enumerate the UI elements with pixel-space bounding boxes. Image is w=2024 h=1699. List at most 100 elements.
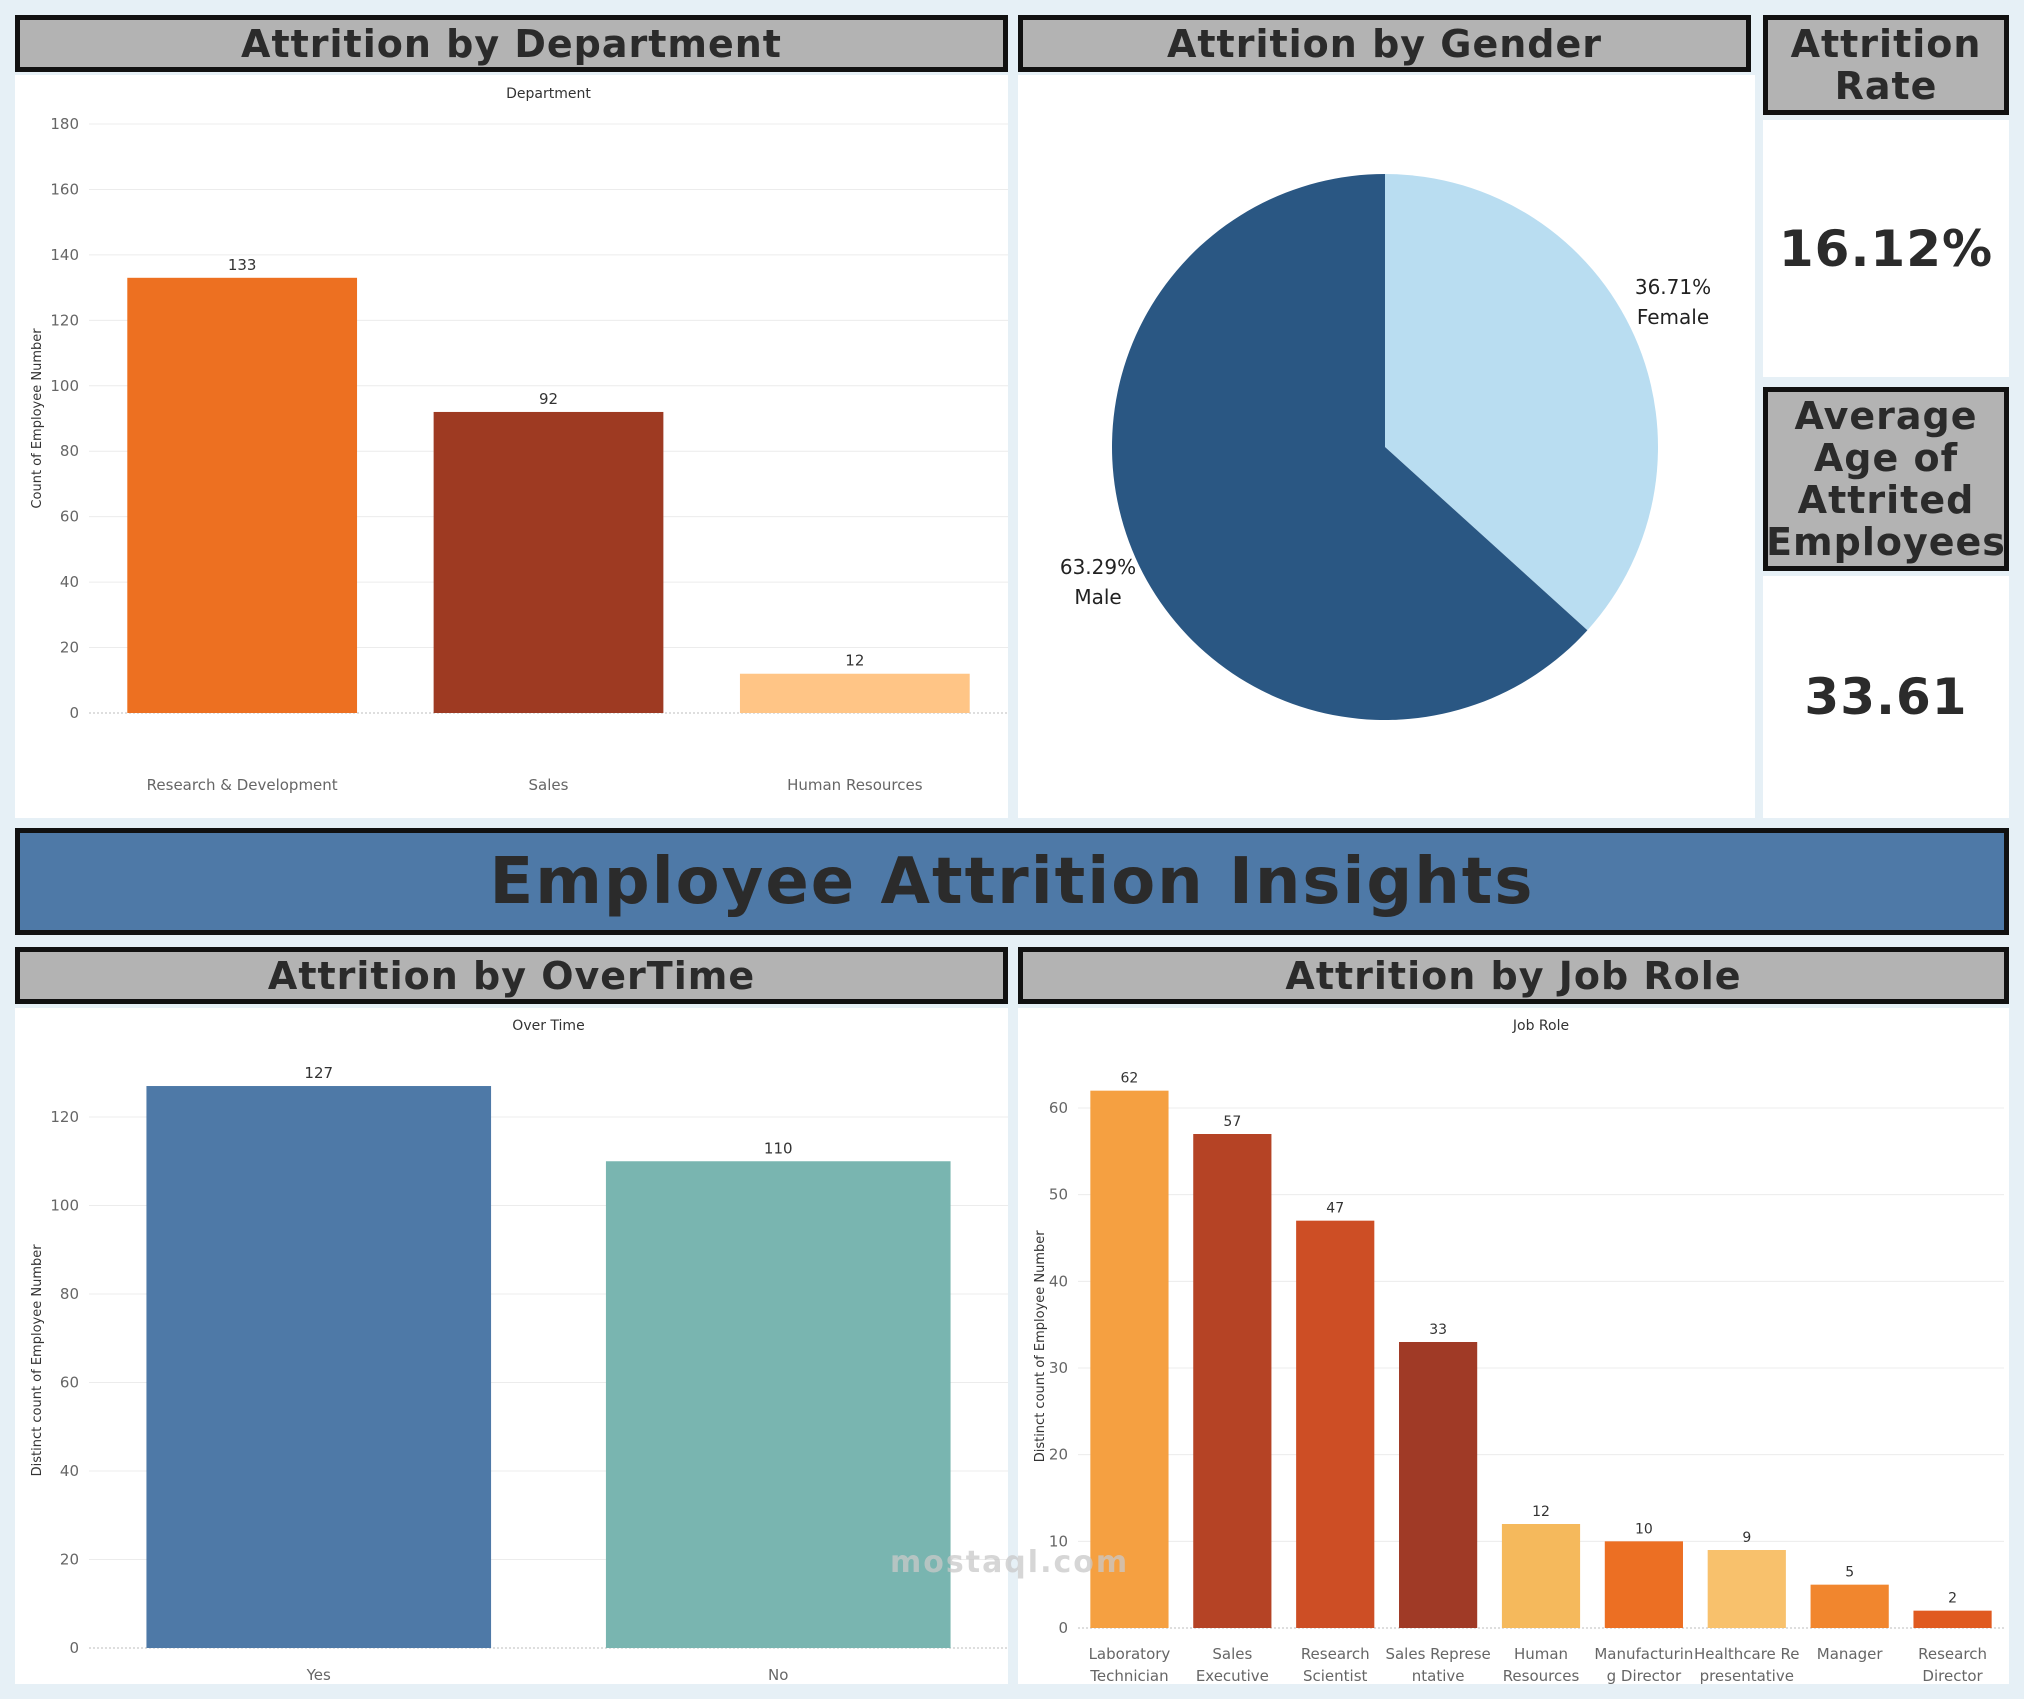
gender-pie-percent-label: 63.29% (1060, 555, 1136, 579)
average-age-panel: 33.61 (1763, 576, 2009, 818)
overtime-data-label: 110 (764, 1139, 793, 1157)
department-category-label: Human Resources (787, 776, 923, 794)
department-data-label: 133 (228, 256, 257, 274)
average-age-header: Average Age of Attrited Employees (1763, 387, 2009, 571)
job-role-header: Attrition by Job Role (1018, 947, 2009, 1004)
department-y-tick-label: 120 (50, 311, 79, 329)
attrition-rate-panel: 16.12% (1763, 120, 2009, 377)
department-header: Attrition by Department (15, 15, 1008, 72)
job_role-data-label: 47 (1326, 1201, 1344, 1217)
department-y-tick-label: 20 (60, 639, 79, 657)
gender-pie-slice-female (1385, 174, 1658, 631)
job_role-data-label: 12 (1532, 1504, 1550, 1520)
department-y-tick-label: 40 (60, 573, 79, 591)
attrition-rate-value: 16.12% (1778, 219, 1994, 278)
department-y-tick-label: 80 (60, 442, 79, 460)
job_role-y-tick-label: 0 (1058, 1619, 1068, 1637)
job_role-data-label: 33 (1429, 1322, 1447, 1338)
gender-chart-panel: 36.71% Female 63.29% Male (1018, 75, 1755, 818)
job_role-category-label: ntative (1412, 1667, 1465, 1684)
job_role-category-label: Healthcare Re (1694, 1645, 1800, 1663)
job_role-y-axis-label: Distinct count of Employee Number (1033, 1230, 1048, 1463)
job_role-bar (1501, 1524, 1581, 1628)
department-y-tick-label: 100 (50, 377, 79, 395)
department-y-axis-label: Count of Employee Number (30, 328, 45, 509)
job-role-chart-panel: Job Role 0 10 20 30 40 50 60 Distinct count of E… (1018, 1008, 2009, 1685)
gender-pie-chart: 36.71% Female 63.29% Male (1060, 174, 1711, 720)
gender-pie-category-label: Female (1637, 305, 1709, 329)
job_role-category-label: Manager (1817, 1645, 1884, 1663)
job_role-bar (1193, 1134, 1272, 1628)
job_role-y-tick-label: 40 (1049, 1272, 1068, 1290)
overtime-y-tick-label: 120 (50, 1108, 79, 1126)
overtime-y-tick-label: 40 (60, 1462, 79, 1480)
overtime-category-label: No (768, 1666, 788, 1684)
gender-pie-slice-male (1112, 174, 1588, 720)
job_role-category-label: Resources (1503, 1667, 1580, 1684)
job_role-y-tick-label: 10 (1049, 1532, 1068, 1550)
job-role-bar-chart: Job Role 0 10 20 30 40 50 60 Distinct count of E… (1033, 1018, 2004, 1685)
job_role-category-label: Technician (1089, 1667, 1168, 1684)
job_role-chart-title: Job Role (1512, 1018, 1569, 1034)
department-data-label: 12 (845, 652, 864, 670)
job_role-category-label: Human (1514, 1645, 1568, 1663)
department-y-tick-label: 160 (50, 180, 79, 198)
department-y-tick-label: 60 (60, 508, 79, 526)
job_role-data-label: 62 (1121, 1071, 1139, 1087)
overtime-chart-title: Over Time (512, 1018, 584, 1034)
overtime-y-tick-label: 80 (60, 1285, 79, 1303)
department-y-tick-label: 180 (50, 115, 79, 133)
job_role-category-label: Scientist (1303, 1667, 1368, 1684)
overtime-bar (605, 1161, 951, 1648)
job_role-data-label: 57 (1223, 1114, 1241, 1130)
job_role-category-label: Sales (1212, 1645, 1252, 1663)
department-category-label: Research & Development (147, 776, 338, 794)
job_role-data-label: 9 (1742, 1530, 1751, 1546)
job_role-category-label: Sales Represe (1385, 1645, 1490, 1663)
overtime-y-tick-label: 20 (60, 1551, 79, 1569)
job_role-category-label: g Director (1607, 1667, 1682, 1684)
overtime-data-label: 127 (304, 1064, 333, 1082)
dashboard-title: Employee Attrition Insights (15, 828, 2009, 935)
job_role-data-label: 5 (1845, 1565, 1854, 1581)
job_role-bar (1399, 1342, 1478, 1628)
job_role-y-tick-label: 60 (1049, 1099, 1068, 1117)
job_role-bar (1707, 1550, 1786, 1628)
watermark: mostaql.com (890, 1545, 1130, 1580)
overtime-bar (146, 1086, 492, 1648)
job_role-bar (1296, 1220, 1375, 1628)
department-y-tick-label: 140 (50, 246, 79, 264)
department-data-label: 92 (539, 390, 558, 408)
overtime-y-tick-label: 60 (60, 1374, 79, 1392)
overtime-category-label: Yes (306, 1666, 331, 1684)
attrition-rate-header: Attrition Rate (1763, 15, 2009, 115)
job_role-y-tick-label: 30 (1049, 1359, 1068, 1377)
department-bar (127, 277, 358, 713)
department-bar-chart: Department 0 20 40 60 80 100 120 140 160 180 Count … (30, 86, 1008, 794)
job_role-y-tick-label: 20 (1049, 1446, 1068, 1464)
overtime-y-axis-label: Distinct count of Employee Number (30, 1244, 45, 1477)
average-age-value: 33.61 (1804, 668, 1968, 726)
department-bar (433, 411, 664, 713)
overtime-bar-chart: Over Time 0 20 40 60 80 100 120 Distinct count o… (30, 1018, 1008, 1684)
job_role-category-label: presentative (1700, 1667, 1794, 1684)
gender-pie-category-label: Male (1074, 585, 1121, 609)
job_role-data-label: 2 (1948, 1591, 1957, 1607)
job_role-category-label: Research (1918, 1645, 1987, 1663)
job_role-bar (1810, 1584, 1889, 1628)
job_role-category-label: Executive (1196, 1667, 1269, 1684)
job_role-bar (1090, 1090, 1169, 1628)
overtime-chart-panel: Over Time 0 20 40 60 80 100 120 Distinct count o… (15, 1008, 1008, 1684)
job_role-data-label: 10 (1635, 1521, 1653, 1537)
job_role-bar (1913, 1610, 1992, 1628)
overtime-header: Attrition by OverTime (15, 947, 1008, 1004)
department-chart-panel: Department 0 20 40 60 80 100 120 140 160 180 Count … (15, 75, 1008, 818)
gender-header: Attrition by Gender (1018, 15, 1751, 72)
job_role-category-label: Research (1301, 1645, 1370, 1663)
job_role-y-tick-label: 50 (1049, 1186, 1068, 1204)
overtime-y-tick-label: 0 (69, 1639, 79, 1657)
department-y-tick-label: 0 (69, 704, 79, 722)
job_role-category-label: Manufacturin (1594, 1645, 1693, 1663)
department-chart-title: Department (506, 86, 591, 102)
gender-pie-percent-label: 36.71% (1635, 275, 1711, 299)
